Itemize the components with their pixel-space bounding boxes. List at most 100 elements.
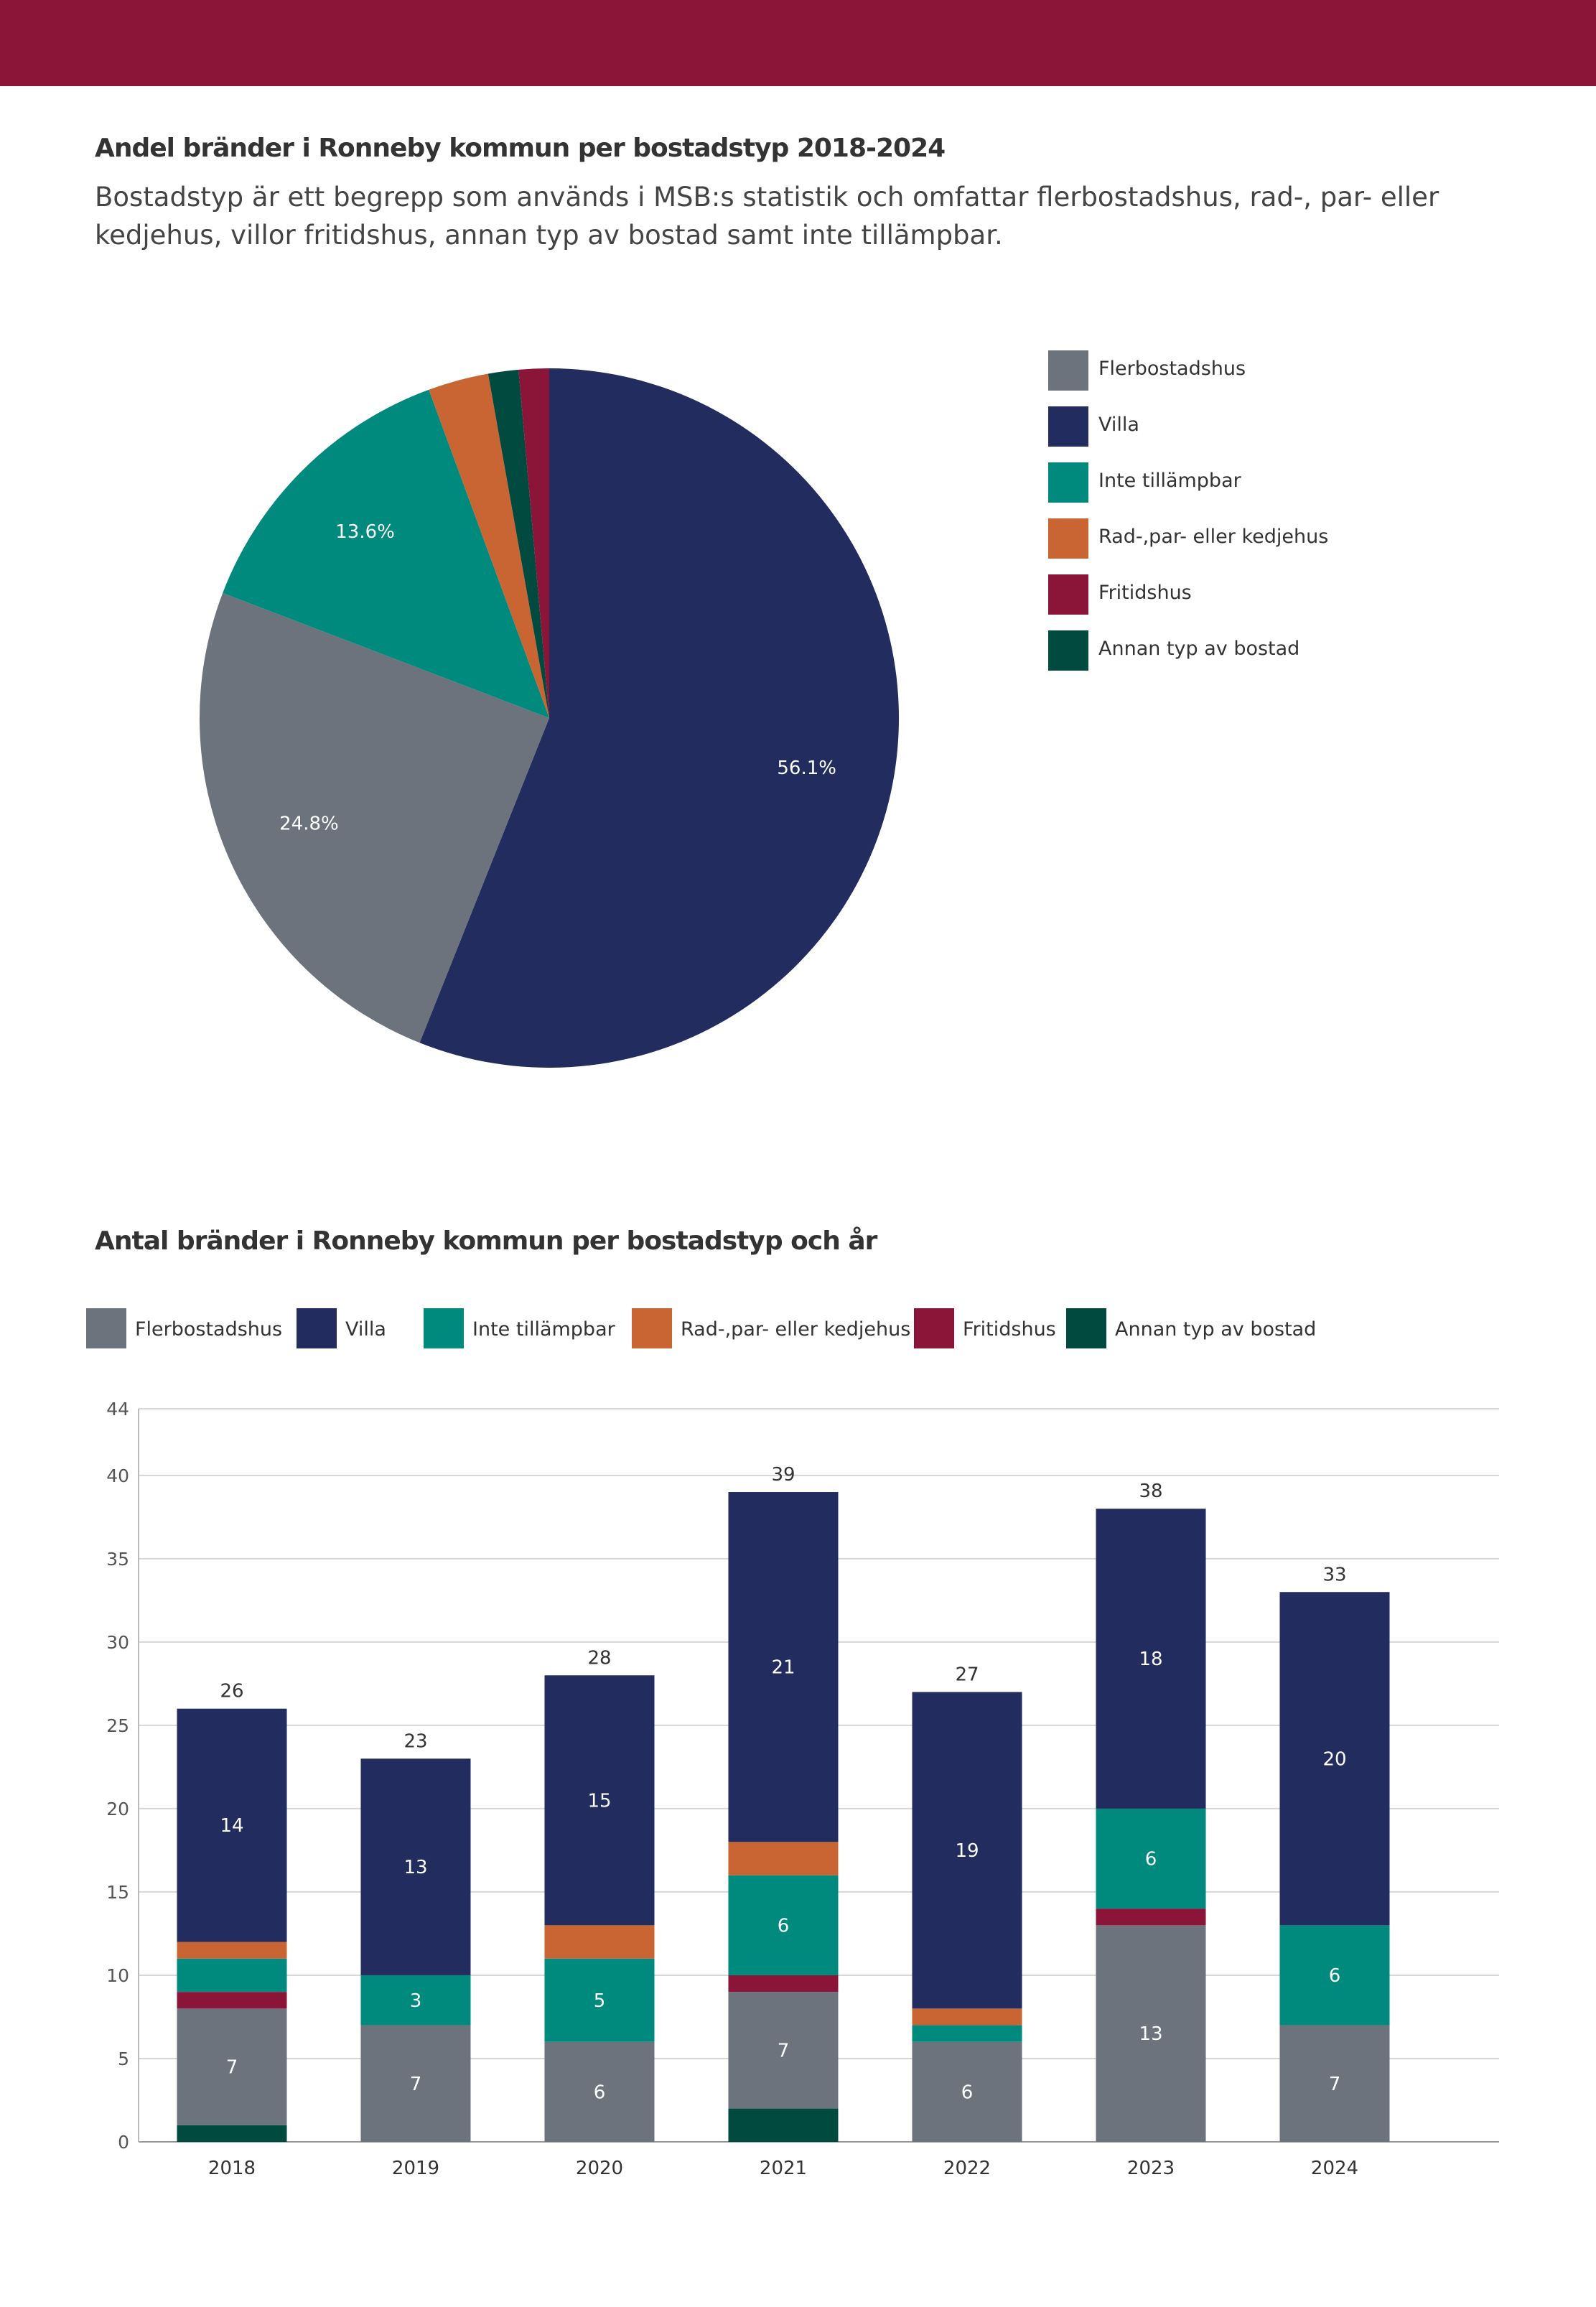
pie-chart: 56.1% 24.8% 13.6% — [194, 363, 905, 1073]
bar-segment-label: 5 — [594, 1990, 606, 2012]
legend-swatch — [914, 1308, 954, 1348]
bar-segment-label: 15 — [587, 1790, 611, 1812]
pie-slice-inte-tillämpbar — [223, 389, 549, 718]
bar-segment-2023-fritidshus — [1096, 1908, 1206, 1926]
bar-segment-2024-villa — [1279, 1592, 1390, 1926]
bar-total-label: 38 — [1139, 1481, 1162, 1502]
header-banner — [0, 0, 1596, 86]
legend-swatch — [1048, 574, 1088, 615]
bar-segment-2020-inte-tillämpbar — [544, 1958, 655, 2042]
bar-segment-2021-flerbostadshus — [728, 1992, 839, 2109]
bar-segment-2018-rad-par-eller-kedjehus — [177, 1942, 287, 1959]
y-tick-label: 15 — [106, 1882, 129, 1903]
bar-legend: Flerbostadshus Villa Inte tillämpbar Rad-,p… — [86, 1308, 1522, 1350]
bar-segment-2024-flerbostadshus — [1279, 2025, 1390, 2142]
x-tick-label: 2023 — [1127, 2158, 1175, 2179]
bar-segment-2022-flerbostadshus — [912, 2041, 1022, 2142]
bar-segment-2019-inte-tillämpbar — [360, 1975, 471, 2026]
legend-label: Villa — [345, 1318, 386, 1341]
pie-slice-rad-par-eller-kedjehus — [429, 373, 549, 718]
legend-swatch — [1048, 350, 1088, 391]
bar-chart-title: Antal bränder i Ronneby kommun per bosta… — [95, 1226, 877, 1256]
bar-segment-label: 7 — [1329, 2074, 1341, 2095]
bar-segment-2022-rad-par-eller-kedjehus — [912, 2008, 1022, 2026]
legend-swatch — [632, 1308, 672, 1348]
legend-swatch — [1066, 1308, 1106, 1348]
bar-segment-2018-flerbostadshus — [177, 2008, 287, 2125]
legend-label: Annan typ av bostad — [1115, 1318, 1317, 1341]
bar-segment-label: 6 — [961, 2082, 974, 2103]
legend-label: Villa — [1098, 414, 1139, 436]
legend-label: Flerbostadshus — [135, 1318, 283, 1341]
bar-segment-2023-flerbostadshus — [1096, 1925, 1206, 2142]
legend-label: Fritidshus — [1098, 582, 1192, 604]
bar-segment-2021-villa — [728, 1492, 839, 1842]
bar-segment-label: 6 — [778, 1915, 790, 1937]
bar-segment-label: 20 — [1322, 1748, 1346, 1770]
bar-segment-label: 6 — [1145, 1849, 1157, 1870]
bar-segment-2020-rad-par-eller-kedjehus — [544, 1925, 655, 1959]
y-tick-label: 10 — [106, 1965, 129, 1986]
pie-chart-svg: 56.1% 24.8% 13.6% — [199, 368, 900, 1068]
y-tick-label: 25 — [106, 1715, 129, 1736]
pie-label-flerbostadshus: 24.8% — [279, 813, 339, 834]
y-tick-label: 0 — [118, 2132, 129, 2153]
bar-segment-2021-inte-tillämpbar — [728, 1875, 839, 1975]
bar-segment-2023-villa — [1096, 1509, 1206, 1809]
bar-segment-2018-inte-tillämpbar — [177, 1958, 287, 1993]
bar-segment-label: 13 — [403, 1857, 427, 1878]
bar-total-label: 26 — [220, 1681, 243, 1702]
pie-label-villa: 56.1% — [777, 758, 836, 779]
x-tick-label: 2022 — [943, 2158, 991, 2179]
bar-segment-2024-inte-tillämpbar — [1279, 1925, 1390, 2026]
bar-segment-label: 7 — [778, 2040, 790, 2061]
pie-slice-flerbostadshus — [199, 592, 549, 1043]
bar-segment-label: 13 — [1139, 2023, 1162, 2045]
pie-label-inte-tillämpbar: 13.6% — [335, 521, 395, 543]
bar-segment-label: 3 — [410, 1990, 422, 2012]
bar-segment-2022-villa — [912, 1692, 1022, 2009]
legend-swatch — [1048, 406, 1088, 447]
bar-total-label: 39 — [771, 1464, 795, 1486]
legend-label: Fritidshus — [963, 1318, 1056, 1341]
bar-total-label: 33 — [1322, 1564, 1346, 1585]
legend-label: Flerbostadshus — [1098, 358, 1246, 380]
legend-label: Rad-,par- eller kedjehus — [1098, 526, 1329, 548]
legend-swatch — [86, 1308, 126, 1348]
pie-chart-title: Andel bränder i Ronneby kommun per bosta… — [95, 134, 946, 163]
bar-segment-label: 14 — [220, 1815, 243, 1837]
bar-segment-2022-inte-tillämpbar — [912, 2025, 1022, 2042]
bar-segment-2023-inte-tillämpbar — [1096, 1808, 1206, 1909]
x-tick-label: 2019 — [392, 2158, 439, 2179]
bar-segment-label: 6 — [1329, 1965, 1341, 1987]
bar-chart-svg: 0510152025303540447142620187313232019651… — [106, 1399, 1499, 2179]
bar-segment-2020-flerbostadshus — [544, 2041, 655, 2142]
pie-slice-fritidshus — [518, 368, 549, 718]
bar-segment-label: 21 — [771, 1657, 795, 1679]
y-tick-label: 5 — [118, 2049, 129, 2069]
x-tick-label: 2018 — [208, 2158, 256, 2179]
bar-segment-2018-villa — [177, 1708, 287, 1942]
pie-slice-annan-typ-av-bostad — [487, 369, 549, 718]
legend-label: Annan typ av bostad — [1098, 638, 1300, 660]
bar-segment-label: 7 — [410, 2074, 422, 2095]
legend-label: Inte tillämpbar — [1098, 470, 1241, 492]
bar-segment-2021-rad-par-eller-kedjehus — [728, 1842, 839, 1875]
bar-segment-2019-villa — [360, 1758, 471, 1975]
y-tick-label: 20 — [106, 1799, 129, 1819]
legend-label: Rad-,par- eller kedjehus — [681, 1318, 911, 1341]
y-tick-label: 35 — [106, 1549, 129, 1570]
bar-segment-2019-flerbostadshus — [360, 2025, 471, 2142]
legend-label: Inte tillämpbar — [472, 1318, 615, 1341]
legend-swatch — [1048, 518, 1088, 559]
bar-segment-2020-villa — [544, 1675, 655, 1926]
x-tick-label: 2024 — [1311, 2158, 1358, 2179]
bar-segment-label: 6 — [594, 2082, 606, 2103]
bar-segment-2018-fritidshus — [177, 1992, 287, 2009]
y-tick-label: 44 — [106, 1399, 129, 1420]
y-tick-label: 30 — [106, 1632, 129, 1653]
pie-slice-villa — [419, 368, 900, 1068]
bar-segment-2021-fritidshus — [728, 1975, 839, 1993]
bar-segment-2021-annan-typ-av-bostad — [728, 2108, 839, 2142]
legend-swatch — [1048, 462, 1088, 503]
